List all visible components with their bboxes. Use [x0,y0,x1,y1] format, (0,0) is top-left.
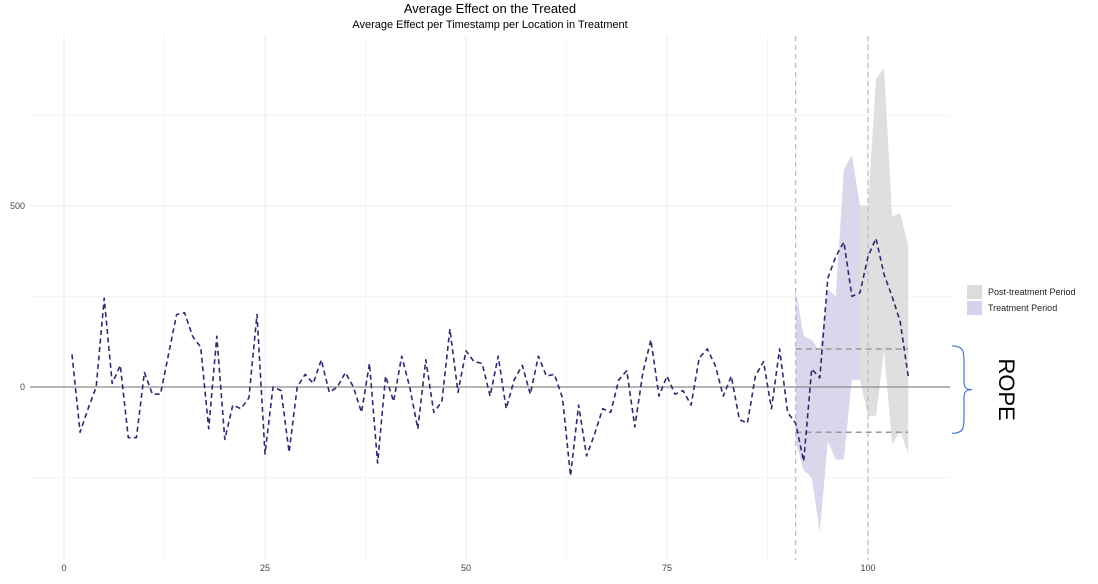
legend-label: Post-treatment Period [988,287,1076,297]
rope-label: ROPE [994,358,1019,420]
legend-swatch [967,301,982,315]
x-tick-label: 0 [61,563,66,573]
chart-title: Average Effect on the Treated [403,1,577,16]
legend-swatch [967,285,982,299]
x-tick-label: 50 [461,563,471,573]
series-line [71,237,909,477]
band-treatment-period [795,155,860,532]
band-post-treatment-period [860,68,909,454]
y-tick-label: 500 [10,201,25,211]
x-tick-label: 25 [260,563,270,573]
rope-brace [951,345,973,434]
y-tick-label: 0 [20,382,25,392]
legend-label: Treatment Period [988,303,1057,313]
chart-subtitle: Average Effect per Timestamp per Locatio… [352,19,628,31]
x-tick-label: 75 [662,563,672,573]
x-tick-label: 100 [860,563,875,573]
